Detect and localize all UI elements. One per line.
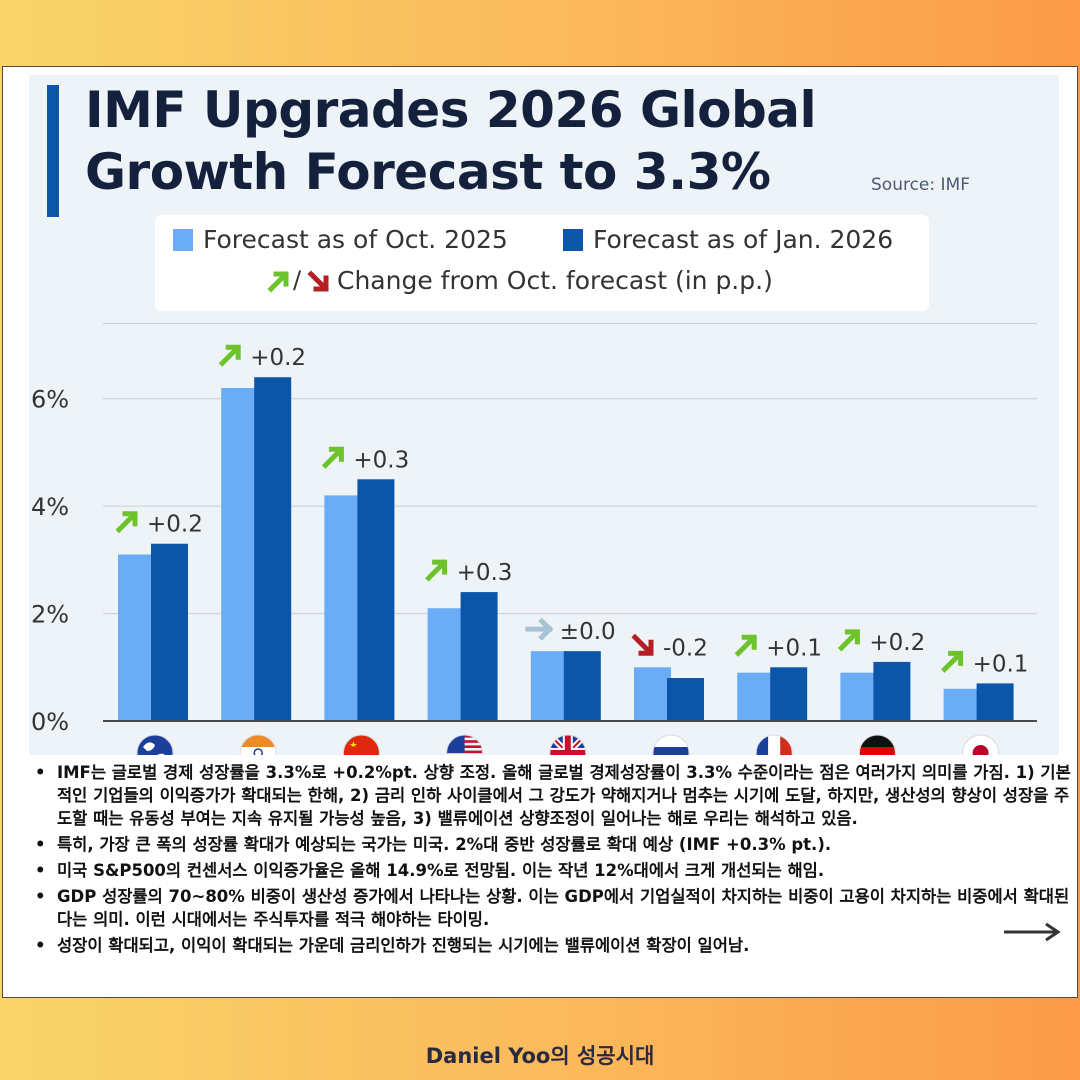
- change-arrow-up-icon: [218, 344, 241, 367]
- change-arrow-up-icon: [115, 511, 138, 534]
- bar-jan-2026: [873, 661, 911, 721]
- commentary-item: 특히, 가장 큰 폭의 성장률 확대가 예상되는 국가는 미국. 2%대 중반 …: [31, 833, 1071, 856]
- change-arrow-up-icon: [837, 629, 860, 652]
- bar-jan-2026: [770, 667, 808, 721]
- chart-source: Source: IMF: [871, 175, 970, 195]
- commentary-item: 미국 S&P500의 컨센서스 이익증가율은 올해 14.9%로 전망됨. 이는…: [31, 859, 1071, 882]
- china-flag-icon: [342, 734, 380, 755]
- legend-label-change: Change from Oct. forecast (in p.p.): [337, 265, 773, 295]
- svg-text:/: /: [293, 266, 302, 294]
- arrow-right-icon[interactable]: [1000, 920, 1064, 944]
- bar-oct-2025: [221, 387, 259, 721]
- india-flag-icon: [239, 734, 277, 755]
- commentary-item: 성장이 확대되고, 이익이 확대되는 가운데 금리인하가 진행되는 시기에는 밸…: [31, 934, 1071, 957]
- globe-icon: [136, 734, 174, 755]
- us-flag-icon: [446, 734, 484, 755]
- y-tick-label: 2%: [31, 601, 69, 629]
- change-label: +0.2: [250, 345, 306, 371]
- content-card: IMF Upgrades 2026 Global Growth Forecast…: [2, 66, 1078, 998]
- change-arrow-flat-icon: [525, 617, 554, 641]
- bar-jan-2026: [254, 377, 292, 721]
- change-arrow-up-icon: [321, 446, 344, 469]
- y-tick-label: 4%: [31, 493, 69, 521]
- bar-oct-2025: [118, 554, 155, 721]
- legend-label-jan: Forecast as of Jan. 2026: [593, 225, 894, 254]
- change-label: +0.2: [147, 512, 203, 538]
- change-arrow-up-icon: [941, 650, 964, 673]
- bar-jan-2026: [151, 543, 188, 721]
- bar-chart: 0% 2% 4% 6% +0.2 +0.2 +0.3 +0.3 ±0.0 -0.2 +0.1 +0.2…: [31, 323, 1037, 755]
- bar-oct-2025: [943, 688, 981, 721]
- change-label: +0.3: [457, 560, 513, 586]
- bar-jan-2026: [563, 651, 601, 721]
- commentary-list: IMF는 글로벌 경제 성장률을 3.3%로 +0.2%pt. 상향 조정. 올…: [31, 761, 1071, 960]
- legend-item-oct: Forecast as of Oct. 2025: [173, 225, 508, 254]
- bar-jan-2026: [976, 683, 1014, 721]
- chart-title: IMF Upgrades 2026 Global Growth Forecast…: [85, 81, 817, 201]
- bar-oct-2025: [427, 608, 465, 721]
- legend-item-jan: Forecast as of Jan. 2026: [563, 225, 893, 254]
- germany-flag-icon: [858, 734, 896, 755]
- bar-jan-2026: [460, 592, 498, 721]
- change-label: +0.1: [766, 635, 822, 661]
- change-arrows-icon: /: [267, 266, 329, 294]
- legend-swatch-oct: [173, 228, 193, 251]
- bar-oct-2025: [840, 672, 878, 721]
- change-label: ±0.0: [560, 619, 616, 645]
- commentary-item: IMF는 글로벌 경제 성장률을 3.3%로 +0.2%pt. 상향 조정. 올…: [31, 761, 1071, 830]
- title-accent-bar: [47, 85, 59, 217]
- change-arrow-up-icon: [734, 634, 757, 657]
- change-label: +0.1: [973, 651, 1029, 677]
- chart-legend: Forecast as of Oct. 2025 Forecast as of …: [155, 215, 929, 311]
- bar-oct-2025: [737, 672, 775, 721]
- commentary-item: GDP 성장률의 70~80% 비중이 생산성 증가에서 나타나는 상황. 이는…: [31, 885, 1071, 931]
- change-arrow-up-icon: [425, 559, 448, 582]
- russia-flag-icon: [652, 734, 690, 755]
- bar-oct-2025: [530, 651, 568, 721]
- bar-oct-2025: [324, 495, 362, 721]
- bar-jan-2026: [357, 479, 395, 721]
- change-arrow-down-icon: [631, 633, 654, 656]
- y-tick-label: 0%: [31, 708, 69, 736]
- change-label: +0.2: [869, 630, 925, 656]
- bar-oct-2025: [634, 667, 671, 721]
- uk-flag-icon: [549, 734, 587, 755]
- footer-brand: Daniel Yoo의 성공시대: [425, 1044, 655, 1068]
- legend-item-change: / Change from Oct. forecast (in p.p.): [265, 265, 773, 295]
- change-label: +0.3: [353, 447, 409, 473]
- legend-label-oct: Forecast as of Oct. 2025: [203, 225, 508, 254]
- legend-swatch-jan: [563, 228, 583, 251]
- bar-jan-2026: [667, 678, 704, 721]
- y-tick-label: 6%: [31, 386, 69, 414]
- change-label: -0.2: [663, 635, 708, 661]
- france-flag-icon: [755, 734, 793, 755]
- japan-flag-icon: [962, 734, 1000, 755]
- chart-panel: IMF Upgrades 2026 Global Growth Forecast…: [29, 75, 1059, 755]
